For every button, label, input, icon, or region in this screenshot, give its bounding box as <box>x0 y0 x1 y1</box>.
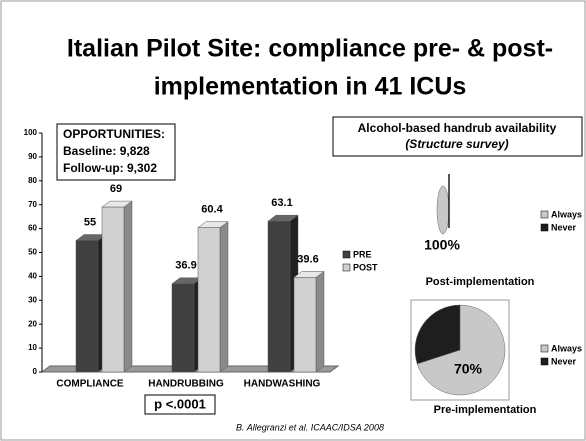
bar-side <box>219 221 229 373</box>
y-tick-label: 30 <box>28 295 37 304</box>
bar <box>197 227 221 373</box>
bar-side <box>123 200 133 373</box>
pie-slice <box>416 304 506 396</box>
pie-frame <box>410 299 510 401</box>
footnote: B. Allegranzi et al. ICAAC/IDSA 2008 <box>236 422 384 432</box>
data-label: 100% <box>424 237 460 253</box>
data-label: 36.9 <box>175 260 196 272</box>
y-tick-label: 20 <box>28 319 37 328</box>
pie-header: (Structure survey) <box>405 137 508 151</box>
legend-swatch <box>540 357 549 366</box>
data-label: 69 <box>110 183 122 195</box>
legend-label: Never <box>551 356 577 366</box>
y-tick-label: 0 <box>33 367 38 376</box>
annotation: p <.0001 <box>154 396 206 411</box>
legend-swatch <box>540 344 549 353</box>
bar <box>171 283 195 373</box>
bar <box>293 277 317 373</box>
data-label: 55 <box>84 216 96 228</box>
legend-label: Never <box>551 222 577 232</box>
legend-swatch <box>540 210 549 219</box>
x-tick-label: HANDWASHING <box>244 379 321 390</box>
x-tick-label: COMPLIANCE <box>56 379 124 390</box>
legend-swatch <box>540 223 549 232</box>
legend-label: PRE <box>353 249 372 259</box>
data-label: 60.4 <box>201 204 223 216</box>
legend-label: POST <box>353 262 378 272</box>
y-tick-label: 100 <box>24 128 38 137</box>
annotation: OPPORTUNITIES: <box>63 127 165 141</box>
data-label: 63.1 <box>271 197 292 209</box>
annotation: Baseline: 9,828 <box>63 144 150 158</box>
legend-label: Always <box>551 209 582 219</box>
pie-title: Post-implementation <box>426 276 535 288</box>
data-label: 70% <box>454 361 483 377</box>
y-tick-label: 90 <box>28 152 37 161</box>
legend-swatch <box>342 263 351 272</box>
y-tick-label: 70 <box>28 200 37 209</box>
annotation-box <box>144 394 216 415</box>
y-tick-label: 50 <box>28 248 37 257</box>
pie-header: Alcohol-based handrub availability <box>358 121 557 135</box>
legend-label: Always <box>551 343 582 353</box>
y-tick-label: 60 <box>28 224 37 233</box>
slide-title: Italian Pilot Site: compliance pre- & po… <box>67 35 553 63</box>
annotation-box <box>56 123 176 181</box>
pie-slice <box>414 304 461 365</box>
pie-title: Pre-implementation <box>434 404 537 416</box>
annotation: Follow-up: 9,302 <box>63 161 157 175</box>
legend-swatch <box>342 250 351 259</box>
header-box <box>332 116 583 157</box>
x-tick-label: HANDRUBBING <box>148 379 224 390</box>
slide-title: implementation in 41 ICUs <box>154 73 467 101</box>
bar-side <box>315 270 325 373</box>
data-label: 39.6 <box>297 253 318 265</box>
y-tick-label: 40 <box>28 272 37 281</box>
pie-slice <box>436 185 450 235</box>
y-tick-label: 80 <box>28 176 37 185</box>
bar <box>267 220 291 373</box>
y-tick-label: 10 <box>28 343 37 352</box>
bar <box>75 240 99 373</box>
bar <box>101 206 125 373</box>
